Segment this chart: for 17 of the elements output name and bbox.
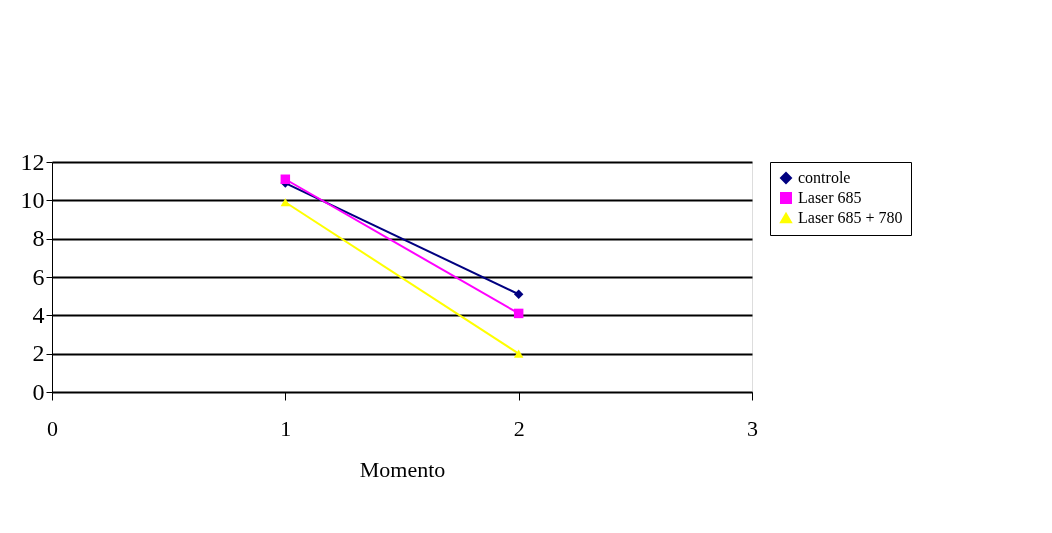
point	[513, 308, 524, 319]
y-tick-label: 0	[32, 378, 45, 405]
x-axis-title: Momento	[359, 456, 446, 482]
point	[513, 289, 524, 299]
y-tick-label: 8	[32, 225, 45, 252]
y-tick-label: 4	[32, 301, 45, 328]
legend-label: Laser 685 + 780	[798, 209, 903, 226]
x-tick-label: 2	[513, 415, 525, 441]
point	[280, 174, 291, 184]
x-tick-label: 3	[747, 415, 758, 441]
y-tick-label: 12	[20, 148, 45, 175]
y-tick-label: 10	[20, 186, 45, 213]
legend-label: controle	[798, 169, 851, 186]
y-tick-label: 6	[32, 263, 45, 290]
x-tick-label: 1	[280, 415, 292, 441]
y-tick-label: 2	[32, 340, 45, 367]
legend-label: Laser 685	[798, 189, 862, 206]
